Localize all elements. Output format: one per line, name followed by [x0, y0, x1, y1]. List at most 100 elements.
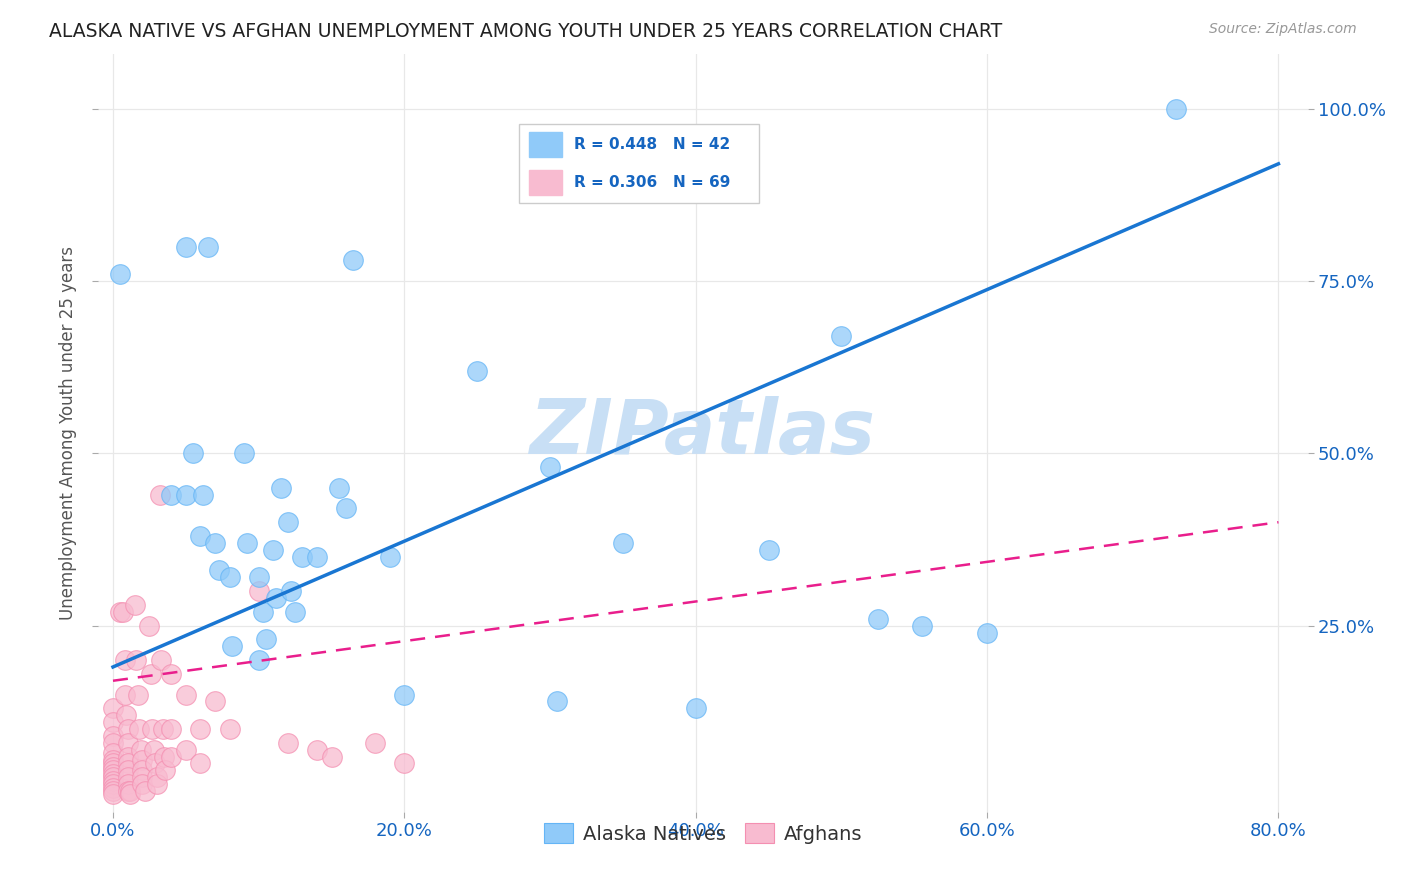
- Point: [117, 764, 139, 778]
- Point: [155, 764, 177, 778]
- Point: [866, 612, 889, 626]
- Point: [143, 756, 166, 771]
- Text: ALASKA NATIVE VS AFGHAN UNEMPLOYMENT AMONG YOUTH UNDER 25 YEARS CORRELATION CHAR: ALASKA NATIVE VS AFGHAN UNEMPLOYMENT AMO…: [49, 22, 1002, 41]
- Point: [160, 722, 183, 736]
- Point: [138, 618, 160, 632]
- Point: [247, 570, 270, 584]
- Point: [117, 749, 139, 764]
- Point: [101, 756, 124, 771]
- Point: [124, 598, 146, 612]
- Point: [114, 688, 136, 702]
- Point: [131, 777, 153, 791]
- Point: [342, 253, 364, 268]
- Point: [252, 605, 274, 619]
- Point: [139, 666, 162, 681]
- Point: [101, 736, 124, 750]
- FancyBboxPatch shape: [519, 124, 759, 203]
- Point: [149, 488, 172, 502]
- Point: [197, 239, 219, 253]
- Point: [190, 722, 212, 736]
- Point: [101, 729, 124, 743]
- Point: [233, 446, 256, 460]
- Point: [141, 722, 163, 736]
- Point: [142, 742, 165, 756]
- Bar: [529, 132, 562, 157]
- Point: [546, 694, 568, 708]
- Point: [277, 515, 299, 529]
- Legend: Alaska Natives, Afghans: Alaska Natives, Afghans: [536, 815, 870, 851]
- Point: [394, 756, 416, 771]
- Point: [976, 625, 998, 640]
- Point: [115, 708, 138, 723]
- Point: [262, 542, 284, 557]
- Point: [321, 749, 343, 764]
- Point: [758, 542, 780, 557]
- Point: [465, 363, 488, 377]
- Point: [277, 736, 299, 750]
- Point: [305, 549, 328, 564]
- Point: [131, 764, 153, 778]
- Point: [247, 584, 270, 599]
- Point: [117, 784, 139, 798]
- Point: [181, 446, 204, 460]
- Point: [117, 756, 139, 771]
- Point: [284, 605, 307, 619]
- Point: [160, 749, 183, 764]
- Point: [101, 753, 124, 767]
- Point: [160, 666, 183, 681]
- Point: [174, 239, 197, 253]
- Point: [150, 653, 173, 667]
- Point: [208, 564, 231, 578]
- Bar: [529, 170, 562, 195]
- Point: [204, 694, 226, 708]
- Point: [152, 722, 174, 736]
- Point: [174, 688, 197, 702]
- Point: [280, 584, 302, 599]
- Point: [101, 780, 124, 795]
- Point: [394, 688, 416, 702]
- Point: [120, 788, 142, 802]
- Point: [190, 756, 212, 771]
- Point: [364, 736, 387, 750]
- Point: [129, 742, 152, 756]
- Text: ZIPatlas: ZIPatlas: [530, 396, 876, 469]
- Point: [685, 701, 707, 715]
- Text: R = 0.448   N = 42: R = 0.448 N = 42: [574, 137, 730, 153]
- Point: [204, 536, 226, 550]
- Point: [101, 773, 124, 788]
- Point: [145, 770, 167, 784]
- Point: [117, 770, 139, 784]
- Point: [114, 653, 136, 667]
- Point: [101, 715, 124, 730]
- Text: R = 0.306   N = 69: R = 0.306 N = 69: [574, 175, 731, 190]
- Point: [264, 591, 287, 605]
- Point: [153, 749, 176, 764]
- Point: [612, 536, 634, 550]
- Point: [128, 722, 150, 736]
- Point: [110, 267, 132, 281]
- Point: [110, 605, 132, 619]
- Point: [174, 488, 197, 502]
- Point: [131, 770, 153, 784]
- Point: [101, 746, 124, 760]
- Point: [101, 788, 124, 802]
- Text: Source: ZipAtlas.com: Source: ZipAtlas.com: [1209, 22, 1357, 37]
- Point: [120, 784, 142, 798]
- Point: [117, 736, 139, 750]
- Point: [378, 549, 401, 564]
- Point: [254, 632, 277, 647]
- Point: [134, 784, 156, 798]
- Point: [236, 536, 259, 550]
- Point: [131, 753, 153, 767]
- Point: [125, 653, 148, 667]
- Point: [328, 481, 350, 495]
- Point: [101, 701, 124, 715]
- Point: [101, 777, 124, 791]
- Point: [291, 549, 314, 564]
- Point: [247, 653, 270, 667]
- Point: [160, 488, 183, 502]
- Point: [112, 605, 135, 619]
- Point: [193, 488, 215, 502]
- Point: [101, 767, 124, 781]
- Point: [1166, 102, 1188, 116]
